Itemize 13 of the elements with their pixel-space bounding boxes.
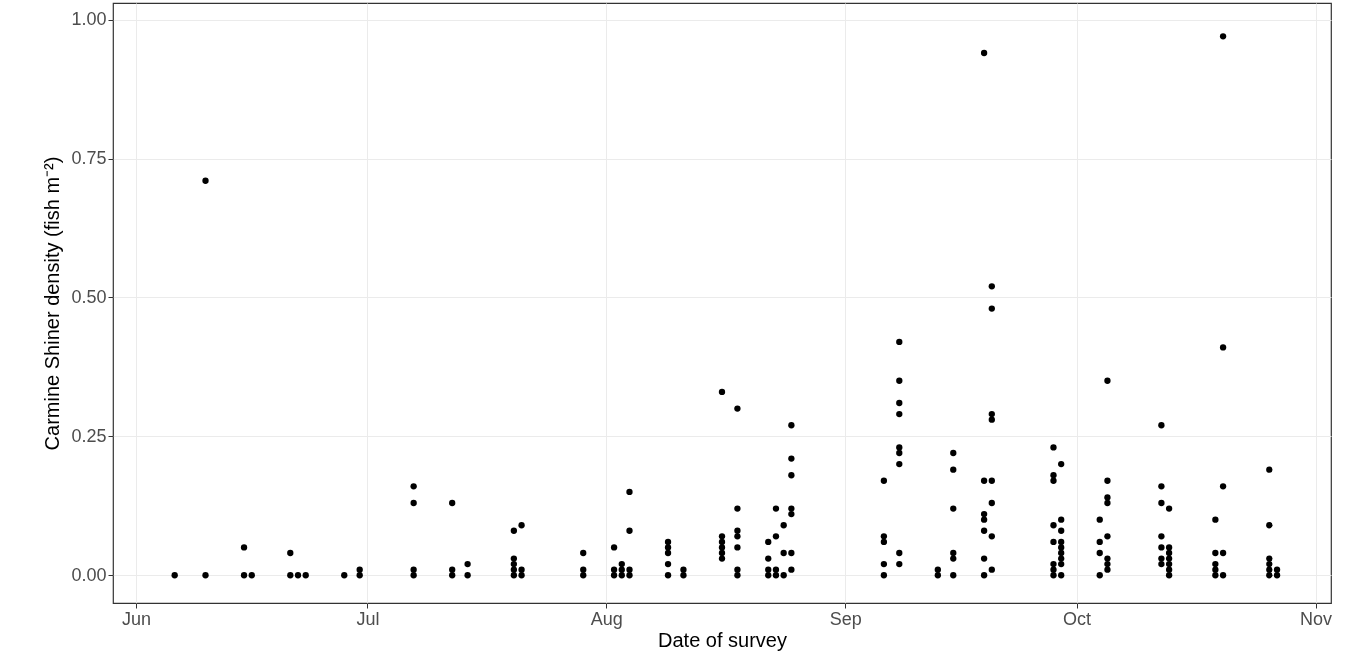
x-tick-label: Oct	[1063, 608, 1092, 629]
y-tick-label: 1.00	[71, 9, 107, 30]
y-axis-title: Carmine Shiner density (fish m⁻²)	[41, 156, 64, 451]
x-tick-label: Jul	[356, 608, 380, 629]
y-tick-label: 0.25	[71, 425, 107, 446]
y-tick-label: 0.75	[71, 148, 107, 169]
y-tick-label: 0.50	[71, 286, 107, 307]
x-tick-label: Nov	[1300, 608, 1333, 629]
x-tick-label: Aug	[590, 608, 623, 629]
x-tick-label: Jun	[122, 608, 152, 629]
y-tick-label: 0.00	[71, 564, 107, 585]
x-tick-label: Sep	[829, 608, 862, 629]
x-axis-title: Date of survey	[658, 628, 787, 651]
